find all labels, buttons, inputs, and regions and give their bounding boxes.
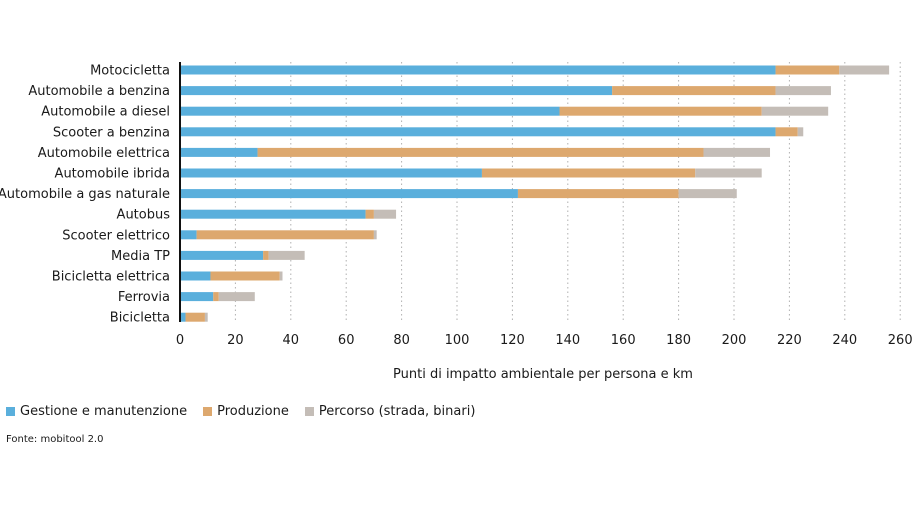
bar-segment [180, 271, 211, 281]
legend: Gestione e manutenzione Produzione Perco… [6, 404, 475, 419]
x-tick-label: 100 [445, 333, 470, 348]
category-label: Automobile elettrica [38, 146, 170, 161]
grid-lines [234, 62, 901, 322]
category-label: Media TP [111, 249, 170, 264]
x-tick-labels: 0 20 40 60 80 100 120 140 160 180 200 220 240 260 [176, 333, 913, 348]
x-tick-label: 120 [500, 333, 525, 348]
bar-segment [263, 250, 269, 260]
category-label: Motocicletta [90, 64, 170, 79]
legend-label-percorso: Percorso (strada, binari) [318, 404, 476, 419]
bar-segment [180, 230, 197, 240]
category-label: Autobus [117, 208, 171, 223]
bar-segment [559, 106, 762, 116]
x-tick-label: 40 [283, 333, 300, 348]
x-tick-label: 160 [611, 333, 636, 348]
x-tick-label: 200 [722, 333, 747, 348]
bar-segment [180, 147, 258, 157]
bar-segment [373, 230, 377, 240]
bar-segment [612, 86, 776, 96]
source-note: Fonte: mobitool 2.0 [6, 434, 104, 445]
bar-segment [761, 106, 829, 116]
bar-segment [180, 209, 366, 219]
bar-segment [775, 86, 831, 96]
bar-segment [839, 65, 890, 75]
x-tick-label: 0 [176, 333, 184, 348]
bar-segment [180, 312, 186, 322]
bar-segment [775, 65, 840, 75]
category-labels: Motocicletta Automobile a benzina Automobi… [0, 64, 170, 326]
category-label: Bicicletta [110, 311, 170, 326]
bar-segment [218, 292, 255, 302]
legend-swatch-percorso [304, 407, 314, 416]
legend-label-produzione: Produzione [217, 404, 289, 419]
bar-segment [678, 189, 737, 199]
x-tick-label: 20 [227, 333, 244, 348]
stacked-bar-chart: Motocicletta Automobile a benzina Automobi… [0, 62, 913, 382]
legend-item-produzione: Produzione [203, 404, 289, 419]
bar-segment [180, 189, 518, 199]
bar-segment [180, 86, 613, 96]
category-label: Automobile a diesel [41, 105, 170, 120]
legend-label-gestione: Gestione e manutenzione [20, 404, 188, 419]
bar-segment [204, 312, 208, 322]
x-tick-label: 80 [393, 333, 410, 348]
legend-swatch-produzione [203, 407, 213, 416]
x-tick-label: 60 [338, 333, 355, 348]
bar-segment [196, 230, 374, 240]
legend-item-gestione: Gestione e manutenzione [6, 404, 187, 419]
bar-segment [268, 250, 305, 260]
category-label: Bicicletta elettrica [52, 270, 170, 285]
bar-segment [279, 271, 283, 281]
category-label: Scooter elettrico [62, 228, 170, 243]
x-tick-label: 140 [555, 333, 580, 348]
bar-segment [365, 209, 374, 219]
bar-segment [517, 189, 679, 199]
bar-segment [185, 312, 205, 322]
bar-segment [257, 147, 704, 157]
category-label: Automobile ibrida [55, 167, 170, 182]
bars [180, 65, 890, 322]
legend-item-percorso: Percorso (strada, binari) [304, 404, 476, 419]
bar-segment [180, 65, 776, 75]
bar-segment [481, 168, 696, 178]
x-tick-label: 260 [888, 333, 913, 348]
category-label: Automobile a benzina [28, 84, 170, 99]
bar-segment [373, 209, 397, 219]
category-label: Automobile a gas naturale [0, 187, 170, 202]
bar-segment [180, 250, 264, 260]
bar-segment [180, 168, 482, 178]
bar-segment [695, 168, 762, 178]
bar-segment [797, 127, 804, 137]
legend-swatch-gestione [6, 407, 15, 416]
category-label: Scooter a benzina [53, 125, 170, 140]
x-tick-label: 180 [666, 333, 691, 348]
bar-segment [775, 127, 798, 137]
bar-segment [703, 147, 771, 157]
bar-segment [210, 271, 280, 281]
x-tick-label: 220 [777, 333, 802, 348]
bar-segment [180, 127, 776, 137]
x-tick-label: 240 [832, 333, 857, 348]
bar-segment [213, 292, 219, 302]
category-label: Ferrovia [118, 290, 170, 305]
bar-segment [180, 106, 560, 116]
bar-segment [180, 292, 214, 302]
x-axis-title: Punti di impatto ambientale per persona … [393, 367, 693, 382]
